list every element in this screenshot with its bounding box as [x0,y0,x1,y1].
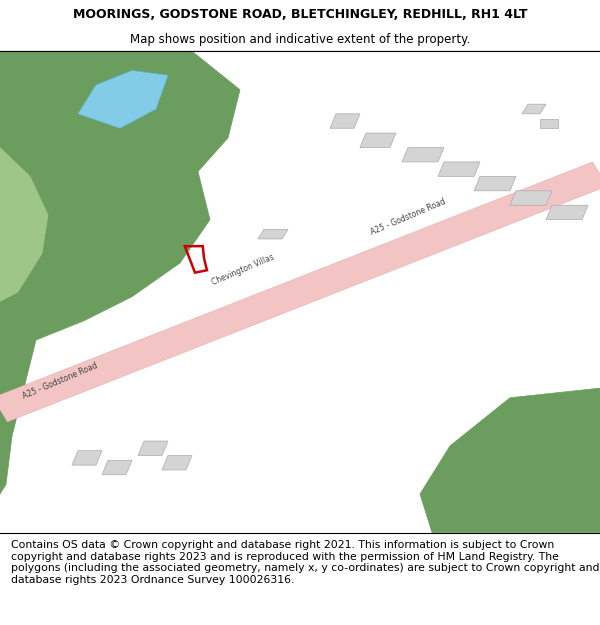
Polygon shape [402,148,444,162]
Polygon shape [546,205,588,219]
Polygon shape [72,451,102,465]
Polygon shape [330,114,360,128]
Text: Map shows position and indicative extent of the property.: Map shows position and indicative extent… [130,34,470,46]
Polygon shape [0,148,48,301]
Polygon shape [438,162,480,176]
Polygon shape [102,460,132,475]
Polygon shape [420,388,600,532]
Text: A25 - Godstone Road: A25 - Godstone Road [21,361,99,401]
Polygon shape [360,133,396,148]
Polygon shape [0,162,600,422]
Polygon shape [0,51,240,349]
Polygon shape [474,176,516,191]
Text: Chevington Villas: Chevington Villas [211,253,275,288]
Polygon shape [510,191,552,205]
Polygon shape [78,71,168,128]
Text: MOORINGS, GODSTONE ROAD, BLETCHINGLEY, REDHILL, RH1 4LT: MOORINGS, GODSTONE ROAD, BLETCHINGLEY, R… [73,8,527,21]
Polygon shape [0,340,36,494]
Text: Contains OS data © Crown copyright and database right 2021. This information is : Contains OS data © Crown copyright and d… [11,540,599,585]
Polygon shape [138,441,168,456]
Text: A25 - Godstone Road: A25 - Godstone Road [369,198,447,237]
Polygon shape [258,229,288,239]
Polygon shape [162,456,192,470]
Polygon shape [540,119,558,128]
Polygon shape [522,104,546,114]
